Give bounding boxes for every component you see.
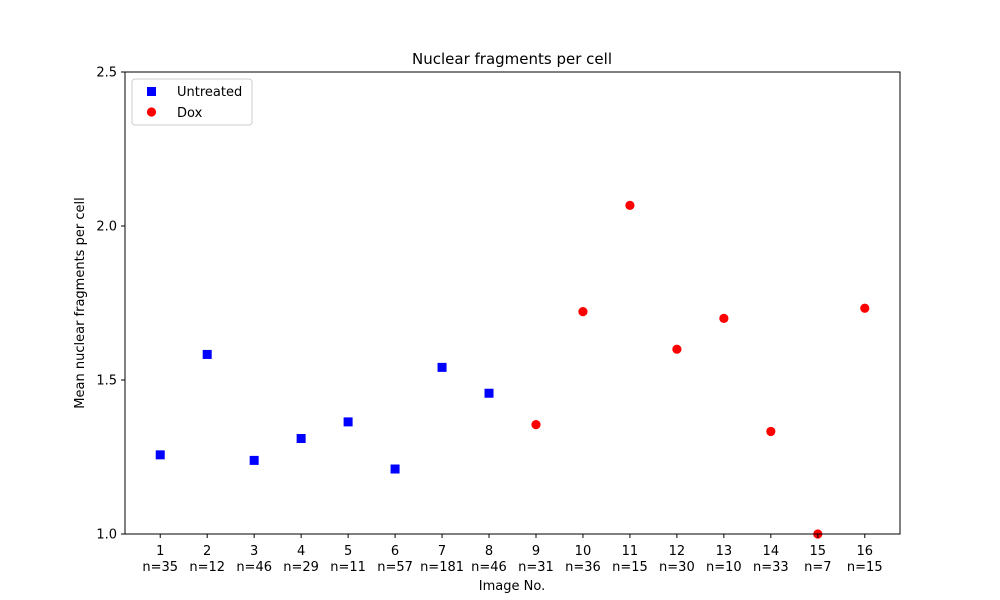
y-tick-label: 1.5	[96, 374, 117, 389]
y-tick-label: 2.0	[96, 220, 117, 235]
data-point-dox	[860, 303, 870, 313]
data-point-dox	[625, 200, 635, 210]
legend-untreated-label: Untreated	[177, 85, 242, 100]
x-axis-label: Image No.	[479, 579, 545, 594]
x-tick-label: 11	[622, 544, 639, 559]
legend-dox-label: Dox	[177, 106, 203, 121]
data-point-dox	[766, 426, 776, 437]
x-tick-n-label: n=15	[847, 560, 883, 575]
x-axis: 1n=352n=123n=464n=295n=116n=577n=1818n=4…	[142, 534, 883, 575]
x-tick-n-label: n=57	[377, 560, 413, 575]
x-tick-label: 15	[810, 544, 827, 559]
data-point-dox	[719, 313, 729, 323]
x-tick-label: 9	[532, 544, 540, 559]
x-tick-label: 5	[344, 544, 352, 559]
data-point-untreated	[155, 450, 165, 460]
x-tick-n-label: n=181	[420, 560, 464, 575]
x-tick-label: 7	[438, 544, 446, 559]
x-tick-n-label: n=33	[753, 560, 789, 575]
y-axis-label: Mean nuclear fragments per cell	[73, 197, 88, 408]
plot-marks	[155, 200, 870, 539]
x-tick-n-label: n=7	[804, 560, 831, 575]
legend-untreated-marker	[147, 87, 156, 96]
plot-frame	[124, 71, 901, 535]
x-tick-n-label: n=30	[659, 560, 695, 575]
x-tick-label: 2	[203, 544, 211, 559]
x-tick-label: 14	[763, 544, 780, 559]
y-tick-label: 2.5	[96, 66, 117, 81]
x-tick-n-label: n=35	[142, 560, 178, 575]
x-tick-n-label: n=31	[518, 560, 554, 575]
x-tick-n-label: n=11	[330, 560, 366, 575]
data-point-dox	[672, 344, 682, 354]
data-point-untreated	[249, 455, 259, 465]
legend: Untreated Dox	[131, 78, 253, 126]
x-tick-n-label: n=10	[706, 560, 742, 575]
legend-dox-marker	[146, 107, 157, 117]
x-tick-n-label: n=46	[471, 560, 507, 575]
data-point-untreated	[343, 417, 353, 427]
legend-box	[131, 78, 253, 126]
data-point-dox	[531, 420, 541, 430]
data-point-untreated	[437, 362, 447, 372]
x-tick-label: 4	[297, 544, 305, 559]
data-point-untreated	[390, 464, 400, 474]
y-tick-label: 1.0	[96, 528, 117, 543]
x-tick-n-label: n=46	[236, 560, 272, 575]
data-point-untreated	[296, 434, 306, 444]
x-tick-label: 8	[485, 544, 493, 559]
x-tick-label: 12	[669, 544, 686, 559]
x-tick-label: 6	[391, 544, 399, 559]
x-tick-label: 16	[856, 544, 873, 559]
data-point-untreated	[202, 349, 212, 359]
x-tick-n-label: n=36	[565, 560, 601, 575]
x-tick-label: 3	[250, 544, 258, 559]
x-tick-label: 10	[575, 544, 592, 559]
x-tick-n-label: n=12	[189, 560, 225, 575]
data-point-untreated	[484, 388, 494, 398]
x-tick-label: 13	[716, 544, 733, 559]
x-tick-n-label: n=29	[283, 560, 319, 575]
x-tick-n-label: n=15	[612, 560, 648, 575]
chart-title: Nuclear fragments per cell	[412, 50, 612, 68]
data-point-dox	[578, 307, 588, 317]
x-tick-label: 1	[156, 544, 164, 559]
y-axis: 1.0 1.5 2.0 2.5	[96, 66, 125, 543]
